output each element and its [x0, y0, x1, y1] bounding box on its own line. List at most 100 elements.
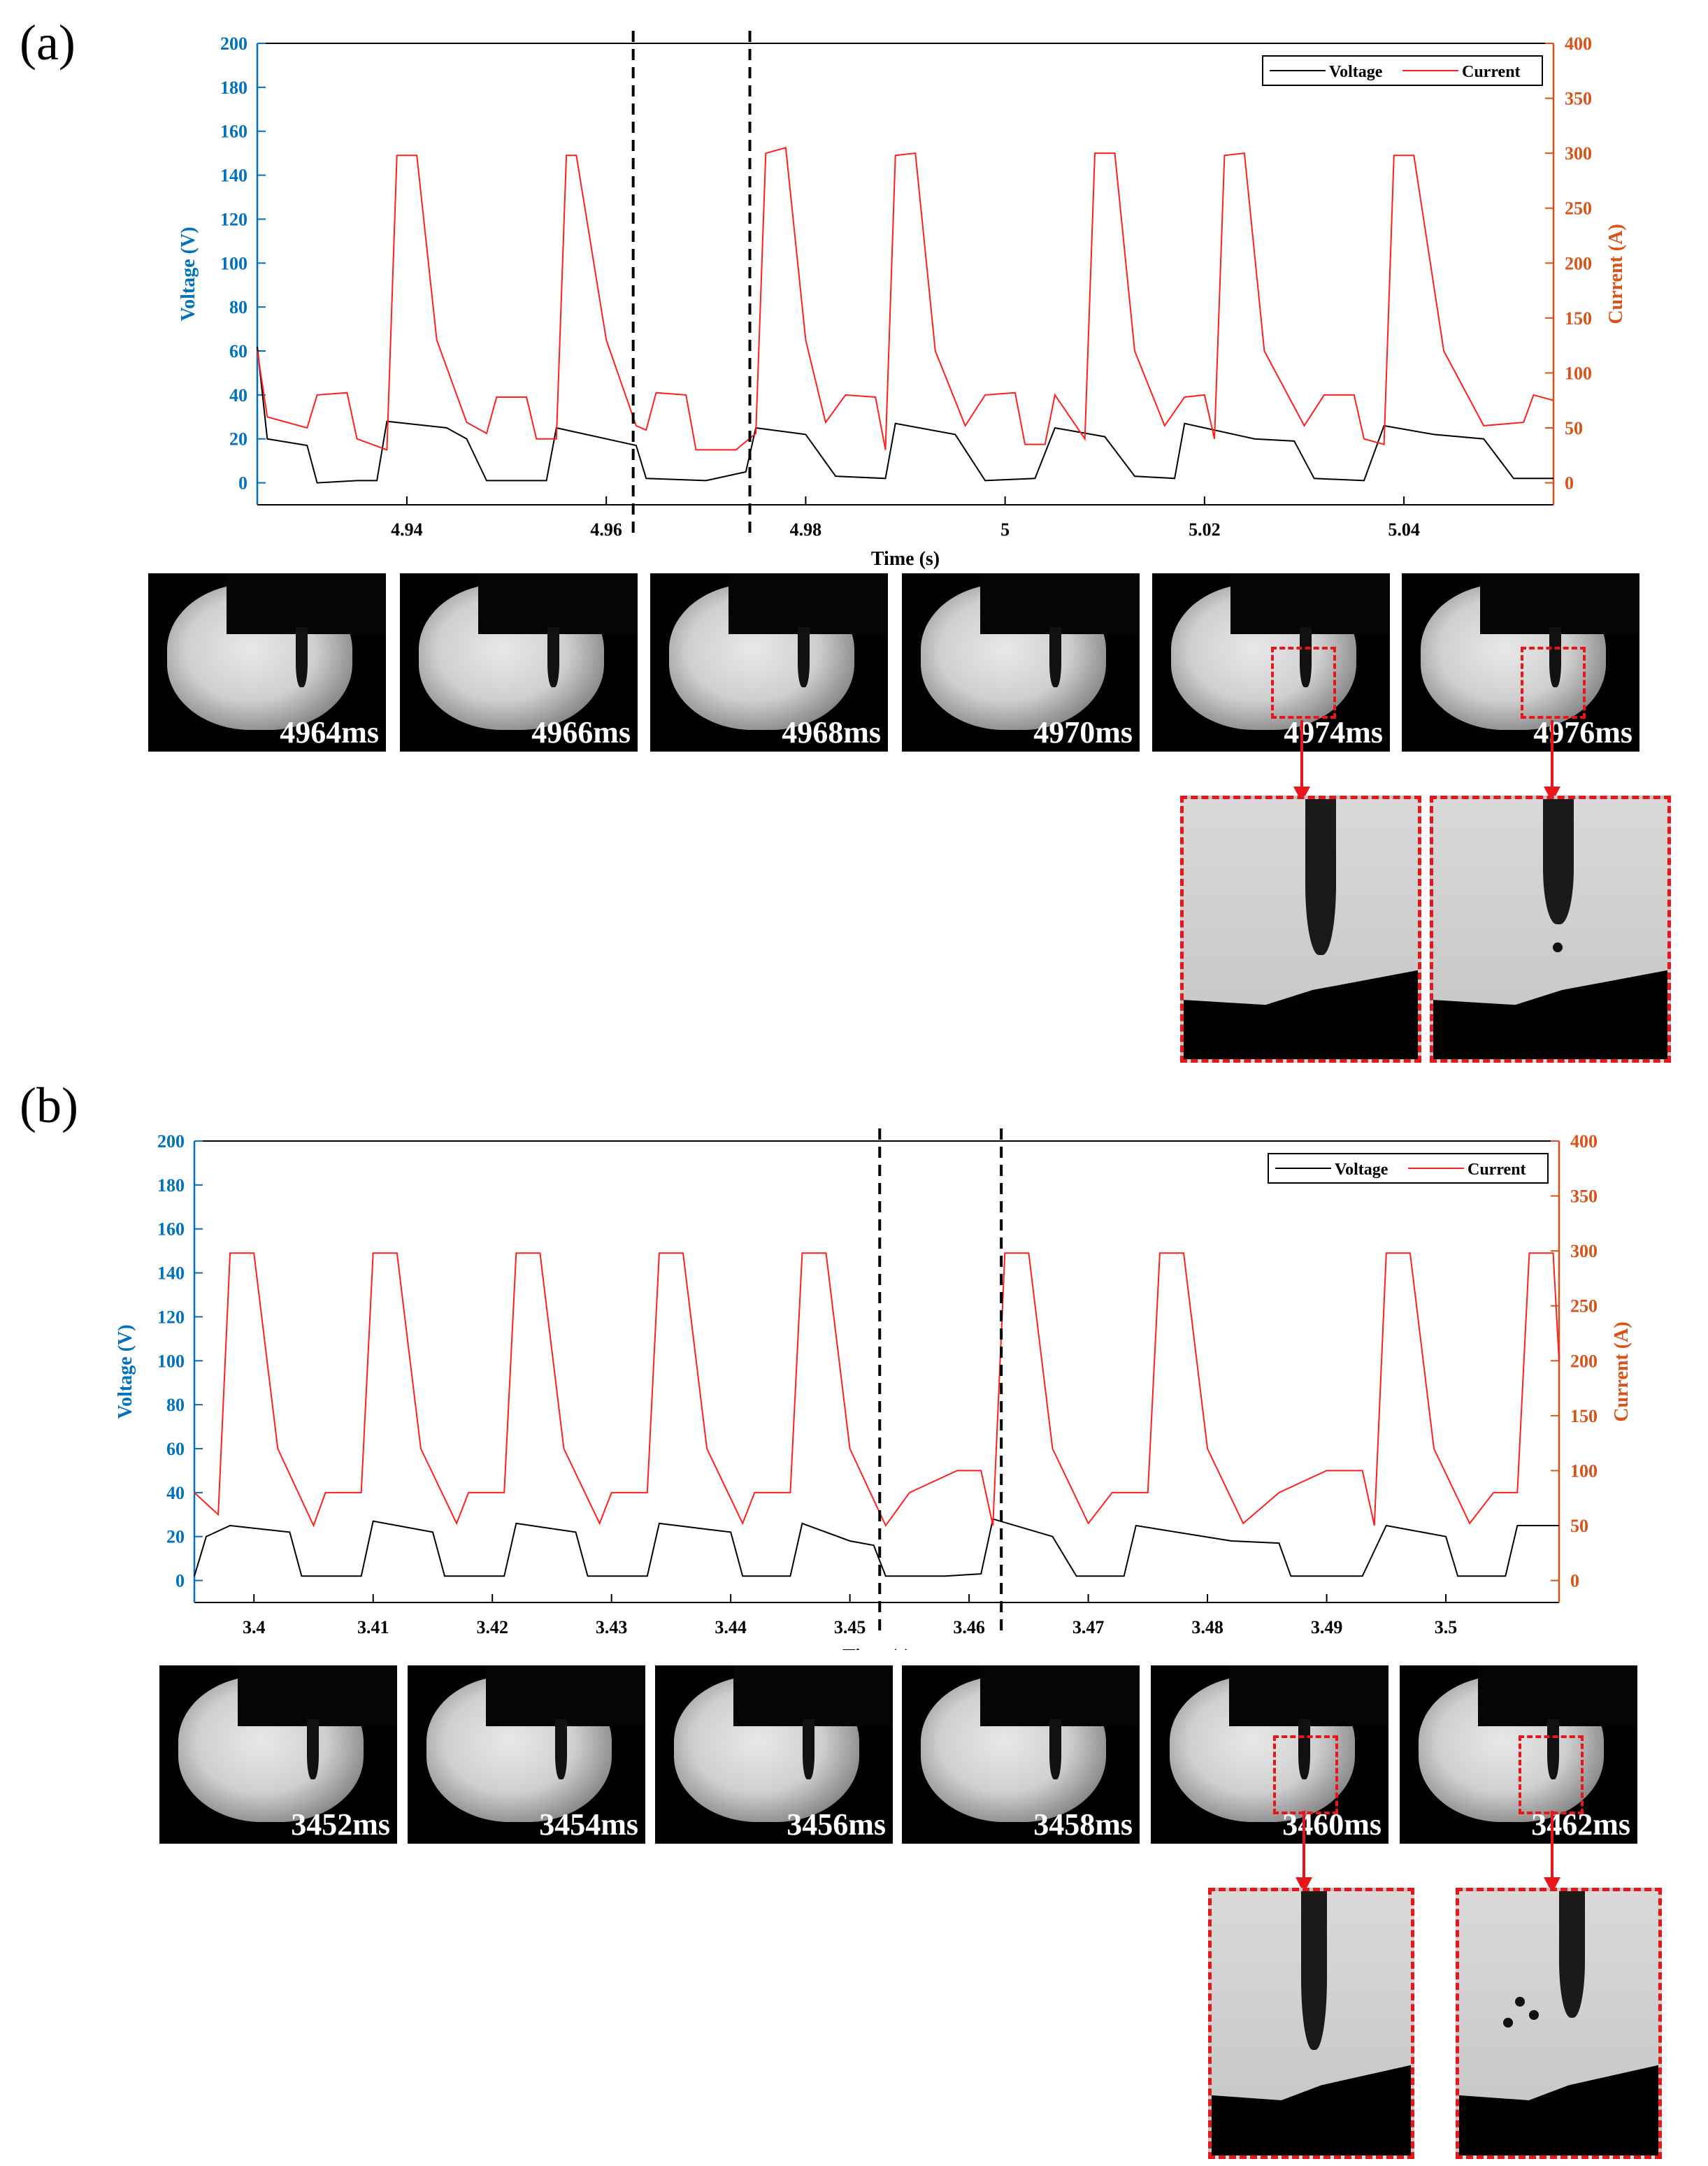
panel-label-b: (b) [20, 1077, 78, 1133]
y-tick-label: 60 [229, 341, 247, 361]
frame-timestamp: 4976ms [1533, 715, 1632, 750]
x-tick-label: 3.46 [953, 1617, 985, 1637]
x-tick-label: 5.02 [1189, 519, 1221, 540]
y-tick-label: 100 [157, 1351, 185, 1371]
zoom-b-2 [1456, 1888, 1662, 2159]
y2-tick-label: 0 [1565, 473, 1574, 494]
y2-tick-label: 50 [1565, 418, 1583, 438]
frame-b-4: 3458ms [902, 1665, 1140, 1844]
y-axis-label: Voltage (V) [115, 1324, 136, 1419]
legend-label-voltage: Voltage [1335, 1161, 1388, 1179]
panel-label-a: (a) [20, 15, 76, 71]
y2-tick-label: 400 [1565, 34, 1592, 54]
y-axis-label: Voltage (V) [178, 227, 199, 321]
y-tick-label: 200 [220, 34, 247, 54]
y2-tick-label: 400 [1570, 1131, 1598, 1152]
zoom-region-box [1273, 1735, 1338, 1814]
y-tick-label: 200 [157, 1131, 185, 1152]
x-tick-label: 5 [1000, 519, 1010, 540]
zoom-arrow-icon [1293, 720, 1310, 803]
legend-label-voltage: Voltage [1329, 63, 1383, 81]
frame-a-5: 4974ms [1152, 573, 1390, 752]
y-tick-label: 20 [229, 429, 247, 450]
y-tick-label: 140 [157, 1263, 185, 1284]
y2-tick-label: 0 [1570, 1571, 1579, 1591]
x-tick-label: 3.44 [715, 1617, 747, 1637]
frame-timestamp: 3460ms [1282, 1807, 1382, 1842]
y-tick-label: 120 [157, 1307, 185, 1327]
y2-tick-label: 100 [1565, 363, 1592, 383]
zoom-a-1 [1180, 796, 1421, 1063]
frame-b-5: 3460ms [1151, 1665, 1388, 1844]
y-tick-label: 20 [166, 1527, 185, 1547]
legend-label-current: Current [1462, 63, 1521, 81]
zoom-a-2 [1430, 796, 1671, 1063]
legend-label-current: Current [1467, 1161, 1526, 1179]
x-tick-label: 3.41 [357, 1617, 389, 1637]
frame-a-1: 4964ms [148, 573, 386, 752]
frame-timestamp: 3452ms [291, 1807, 390, 1842]
y2-axis-label: Current (A) [1611, 1321, 1632, 1421]
x-tick-label: 3.43 [596, 1617, 628, 1637]
y2-tick-label: 200 [1570, 1351, 1598, 1371]
frame-timestamp: 3456ms [787, 1807, 886, 1842]
series-line-voltage [194, 1518, 1559, 1577]
x-axis-label: Time (s) [871, 548, 940, 570]
panel-b: (b) 0 20 40 60 80 100 120 140 160 180 200 0 50 100 150… [0, 1077, 1708, 2166]
y2-tick-label: 300 [1570, 1241, 1598, 1261]
y2-tick-label: 150 [1570, 1406, 1598, 1426]
frame-timestamp: 4974ms [1284, 715, 1383, 750]
frame-b-3: 3456ms [655, 1665, 893, 1844]
y-tick-label: 100 [220, 253, 247, 273]
y2-axis-label: Current (A) [1605, 224, 1627, 324]
y-tick-label: 0 [238, 473, 247, 494]
chart-a: 0 20 40 60 80 100 120 140 160 180 200 0 50 100 150 200 2… [178, 31, 1627, 570]
zoom-region-box [1271, 647, 1336, 719]
y-tick-label: 180 [157, 1175, 185, 1196]
y-tick-label: 140 [220, 166, 247, 186]
series-line-current [194, 1252, 1560, 1528]
y-tick-label: 180 [220, 78, 247, 98]
y-tick-label: 160 [157, 1219, 185, 1240]
y-tick-label: 80 [166, 1395, 185, 1415]
y2-tick-label: 250 [1570, 1296, 1598, 1317]
frame-timestamp: 4970ms [1033, 715, 1133, 750]
y2-tick-label: 200 [1565, 253, 1592, 273]
series-line-current [257, 147, 1554, 451]
frame-b-6: 3462ms [1400, 1665, 1637, 1844]
x-tick-label: 3.45 [834, 1617, 866, 1637]
x-tick-label: 3.42 [476, 1617, 508, 1637]
zoom-arrow-icon [1296, 1811, 1312, 1893]
y2-tick-label: 100 [1570, 1461, 1598, 1481]
frame-a-6: 4976ms [1402, 573, 1639, 752]
x-tick-label: 3.48 [1191, 1617, 1223, 1637]
zoom-region-box [1521, 647, 1586, 719]
zoom-region-box [1519, 1735, 1584, 1814]
x-axis-label: Time (s) [842, 1646, 911, 1650]
y-tick-label: 40 [166, 1483, 185, 1503]
x-tick-label: 3.49 [1311, 1617, 1343, 1637]
frame-timestamp: 3458ms [1033, 1807, 1133, 1842]
zoom-arrow-icon [1544, 720, 1560, 803]
x-tick-label: 4.96 [590, 519, 622, 540]
frame-timestamp: 4964ms [280, 715, 379, 750]
zoom-b-1 [1208, 1888, 1414, 2159]
y-tick-label: 40 [229, 385, 247, 406]
frame-a-4: 4970ms [902, 573, 1140, 752]
y2-tick-label: 50 [1570, 1516, 1588, 1536]
frame-b-2: 3454ms [408, 1665, 645, 1844]
y-tick-label: 60 [166, 1439, 185, 1459]
frame-b-1: 3452ms [159, 1665, 397, 1844]
panel-a: (a) 0 20 40 60 80 100 120 140 160 180 200 0 50 100 150… [0, 0, 1708, 1077]
y2-tick-label: 250 [1565, 199, 1592, 219]
x-tick-label: 3.5 [1435, 1617, 1458, 1637]
x-tick-label: 3.47 [1072, 1617, 1105, 1637]
y2-tick-label: 350 [1565, 89, 1592, 109]
y-tick-label: 120 [220, 209, 247, 229]
x-tick-label: 5.04 [1388, 519, 1420, 540]
y2-tick-label: 150 [1565, 308, 1592, 329]
y-tick-label: 0 [175, 1571, 185, 1591]
frame-timestamp: 3462ms [1531, 1807, 1630, 1842]
y2-tick-label: 300 [1565, 143, 1592, 164]
frame-timestamp: 4966ms [531, 715, 631, 750]
